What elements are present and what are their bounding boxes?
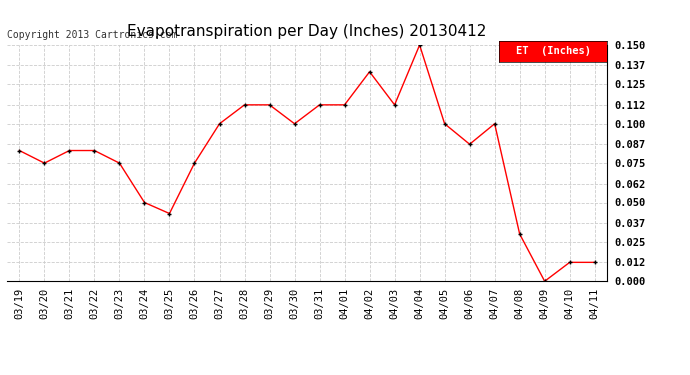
Title: Evapotranspiration per Day (Inches) 20130412: Evapotranspiration per Day (Inches) 2013… — [128, 24, 486, 39]
Text: Copyright 2013 Cartronics.com: Copyright 2013 Cartronics.com — [7, 30, 177, 40]
